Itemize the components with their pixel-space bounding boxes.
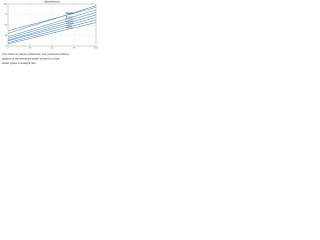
line-label: Benzene [66, 19, 75, 21]
series-line [7, 14, 97, 41]
series-line [7, 17, 97, 42]
line-label: Propane [66, 13, 74, 15]
series-line [7, 12, 97, 39]
line-label: Ammonia [65, 12, 74, 15]
line-label: Toluene [66, 27, 74, 29]
series-line [7, 22, 97, 45]
line-label: Methanol [65, 20, 74, 23]
series-line [7, 5, 97, 34]
x-tick-label: 25 [29, 48, 32, 50]
y-tick-label: 100 [3, 4, 7, 6]
line-label: Water [67, 24, 73, 27]
caption-line: Cox chart of vapor pressures: log pressu… [2, 52, 69, 56]
y-tick-label: 50 [5, 25, 8, 27]
chart-title: Vapor pressure [44, 0, 61, 3]
page: Vapor pressure 0 25 50 75 100 0 25 50 75 100 Water… [0, 0, 100, 70]
caption-line: water gives a straight line. [2, 61, 37, 65]
series-line [7, 7, 97, 32]
x-tick-label: 50 [51, 48, 54, 50]
caption-line: against a temperature scale chosen so th… [2, 56, 60, 60]
y-tick-label: 25 [5, 35, 8, 37]
x-tick-label: 75 [73, 48, 76, 50]
x-tick-label: 0 [7, 48, 9, 50]
x-tick-label: 100 [94, 48, 98, 50]
series-line [7, 9, 97, 37]
y-tick-label: 0 [6, 46, 8, 48]
line-label: Ethanol [66, 22, 73, 25]
series-line [7, 19, 97, 43]
line-label: Acetone [66, 15, 74, 18]
y-tick-label: 75 [5, 14, 8, 16]
